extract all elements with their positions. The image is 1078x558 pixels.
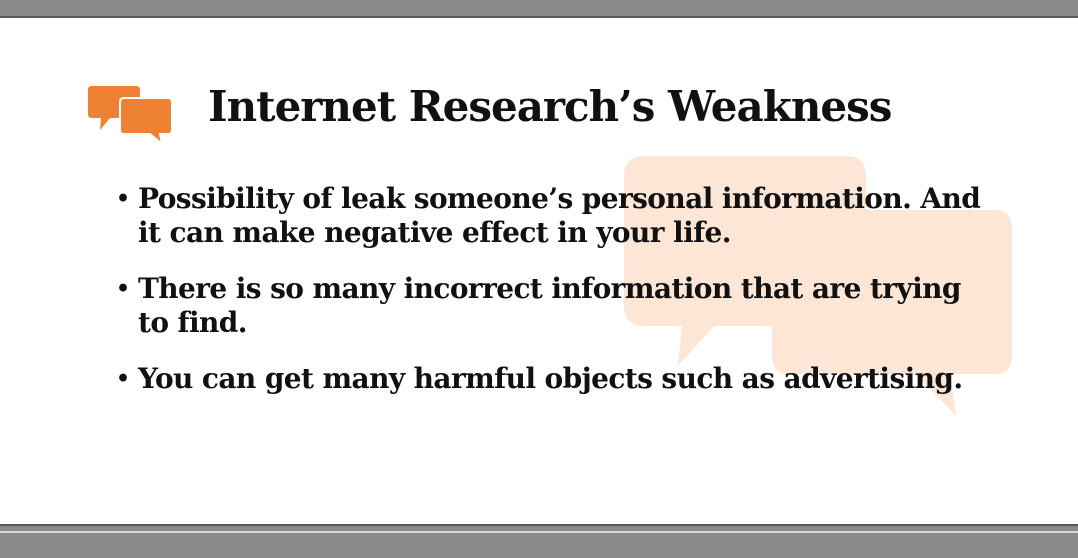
- bullet-marker: •: [116, 186, 130, 212]
- bullet-item: • You can get many harmful objects such …: [116, 362, 996, 396]
- bottom-frame-bar: [0, 524, 1078, 558]
- top-frame-bar-overlay: [0, 0, 1078, 18]
- bullet-text: Possibility of leak someone’s personal i…: [138, 182, 981, 249]
- bullet-item: • Possibility of leak someone’s personal…: [116, 182, 996, 250]
- bullet-list: • Possibility of leak someone’s personal…: [116, 182, 996, 418]
- speech-bubbles-watermark-icon: [624, 156, 1012, 416]
- bullet-marker: •: [116, 366, 130, 392]
- speech-bubbles-icon: [88, 86, 173, 146]
- bullet-text: You can get many harmful objects such as…: [138, 362, 963, 395]
- bullet-marker: •: [116, 276, 130, 302]
- bullet-item: • There is so many incorrect information…: [116, 272, 996, 340]
- slide: Internet Research’s Weakness • Possibili…: [88, 82, 1012, 418]
- bullet-text: There is so many incorrect information t…: [138, 272, 961, 339]
- slide-title: Internet Research’s Weakness: [208, 82, 892, 131]
